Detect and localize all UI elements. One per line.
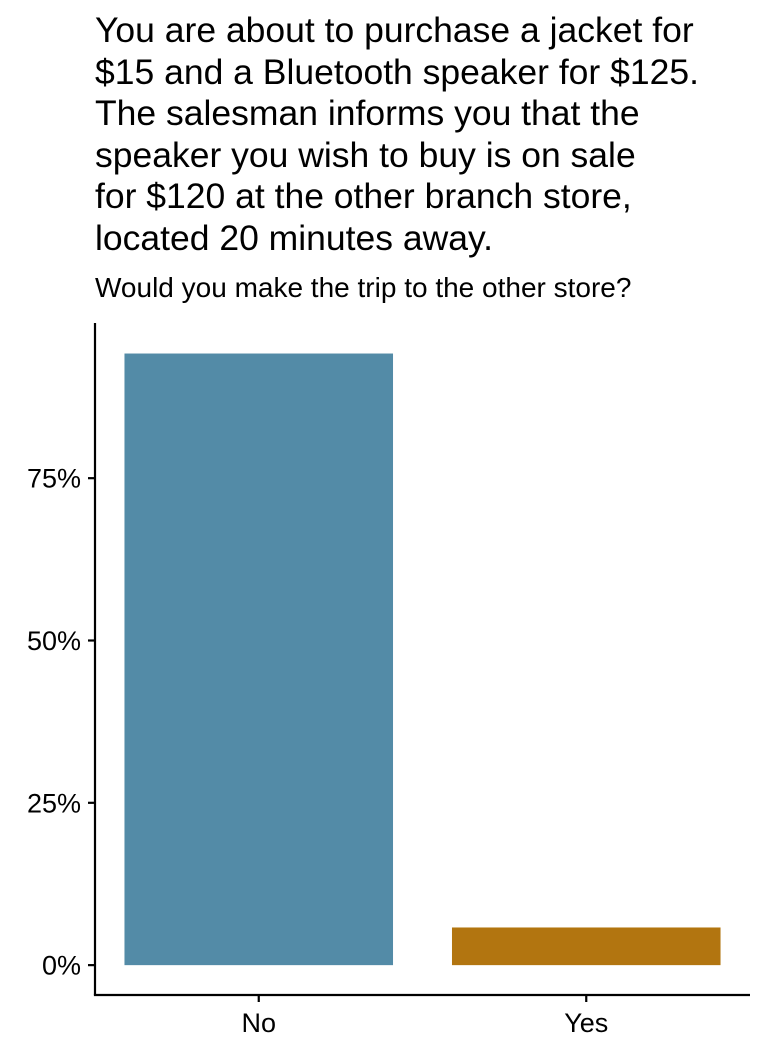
y-tick-label: 75% [27,464,81,494]
chart-title: You are about to purchase a jacket for $… [95,10,699,258]
y-tick-label: 50% [27,626,81,656]
y-tick-label: 0% [42,951,81,981]
bar-no [124,353,394,966]
x-tick-label: No [241,1008,276,1038]
x-tick-label: Yes [564,1008,608,1038]
bar-yes [451,927,721,966]
chart-subtitle: Would you make the trip to the other sto… [95,272,632,303]
y-tick-label: 25% [27,788,81,818]
